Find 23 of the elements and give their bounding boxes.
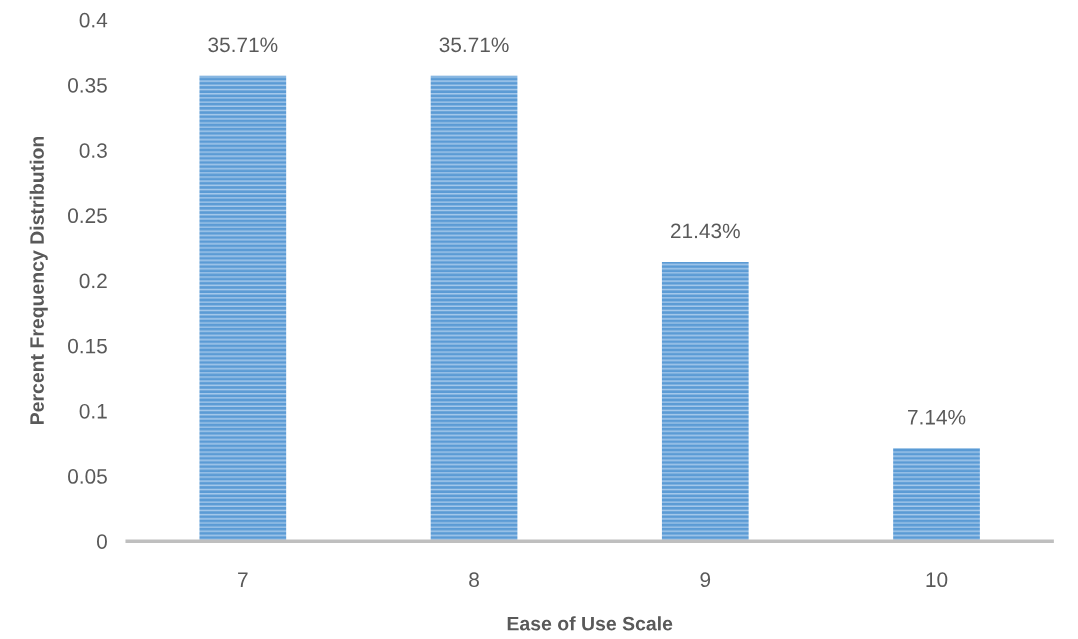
y-tick-label: 0.2 xyxy=(79,273,107,289)
x-tick-label: 10 xyxy=(926,572,948,588)
y-axis-title: Percent Frequency Distribution xyxy=(29,136,48,424)
y-tick-label: 0.15 xyxy=(68,338,107,354)
data-label: 35.71% xyxy=(439,37,509,53)
y-tick-label: 0.25 xyxy=(68,208,107,224)
x-tick-label: 9 xyxy=(700,572,711,588)
data-label: 7.14% xyxy=(908,409,966,425)
x-tick-label: 8 xyxy=(469,572,479,588)
y-tick-label: 0.35 xyxy=(68,77,107,93)
x-tick-label: 7 xyxy=(238,572,248,587)
bar xyxy=(893,448,980,542)
y-tick-label: 0 xyxy=(96,534,107,549)
y-tick-label: 0.1 xyxy=(79,403,107,419)
data-label: 35.71% xyxy=(208,37,278,53)
y-tick-label: 0.05 xyxy=(68,469,107,484)
bar xyxy=(430,75,518,542)
data-label: 21.43% xyxy=(671,223,740,239)
x-axis-title: Ease of Use Scale xyxy=(507,616,673,631)
y-tick-label: 0.3 xyxy=(79,143,107,158)
bar xyxy=(199,75,287,542)
y-tick-label: 0.4 xyxy=(79,12,108,28)
bar xyxy=(661,261,749,542)
